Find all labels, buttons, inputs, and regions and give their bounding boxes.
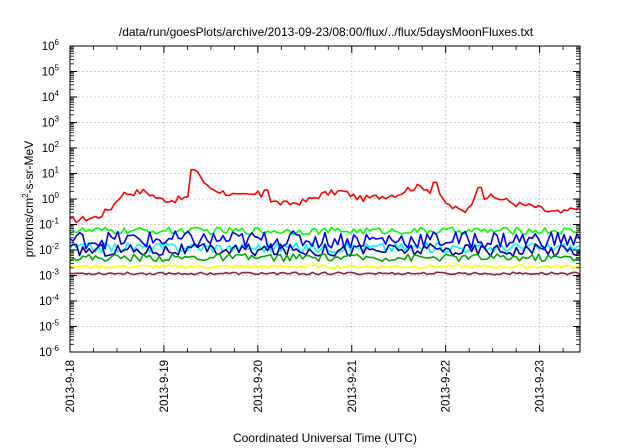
series-layer bbox=[69, 168, 581, 276]
grid bbox=[70, 46, 580, 352]
x-tick-label: 2013-9-18 bbox=[65, 360, 77, 412]
x-axis-label: Coordinated Universal Time (UTC) bbox=[233, 431, 417, 445]
y-tick-label: 10-6 bbox=[39, 344, 59, 359]
ticks bbox=[69, 45, 580, 353]
y-tick-label: 102 bbox=[42, 140, 60, 155]
y-tick-label: 101 bbox=[42, 166, 60, 181]
x-tick-label: 2013-9-19 bbox=[159, 360, 171, 412]
series-line-7 bbox=[69, 263, 581, 270]
y-tick-label: 10-4 bbox=[39, 293, 59, 308]
x-tick-label: 2013-9-23 bbox=[535, 360, 547, 412]
chart-title: /data/run/goesPlots/archive/2013-09-23/0… bbox=[119, 25, 534, 39]
y-axis-label: protons/cm2-s-sr-MeV bbox=[21, 141, 36, 257]
series-line-6 bbox=[69, 253, 581, 263]
series-line-8 bbox=[70, 271, 581, 276]
series-line-2 bbox=[69, 226, 581, 236]
series-line-5 bbox=[69, 242, 581, 258]
y-tick-label: 10-2 bbox=[39, 242, 59, 257]
y-tick-label: 105 bbox=[42, 64, 60, 79]
series-line-4 bbox=[69, 230, 581, 250]
x-tick-label: 2013-9-21 bbox=[347, 360, 359, 412]
y-tick-label: 106 bbox=[42, 38, 60, 53]
y-tick-label: 10-1 bbox=[39, 217, 59, 232]
x-tick-label: 2013-9-20 bbox=[253, 360, 265, 412]
y-tick-label: 104 bbox=[42, 89, 60, 104]
series-line-1 bbox=[69, 168, 581, 224]
y-tick-label: 103 bbox=[42, 115, 60, 130]
y-tick-label: 10-3 bbox=[39, 268, 59, 283]
x-tick-label: 2013-9-22 bbox=[441, 360, 453, 412]
y-tick-label: 100 bbox=[42, 191, 60, 206]
y-tick-label: 10-5 bbox=[39, 319, 59, 334]
series-line-3 bbox=[69, 241, 581, 254]
